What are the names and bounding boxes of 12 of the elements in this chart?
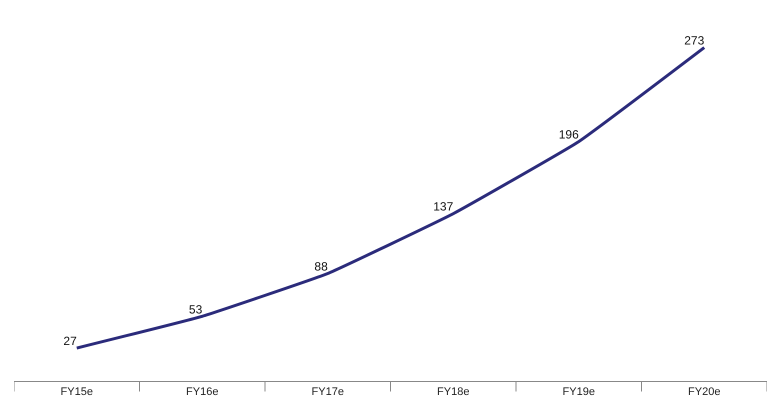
x-tick-label: FY20e <box>688 386 720 398</box>
data-label: 88 <box>314 260 328 274</box>
data-label: 53 <box>188 302 203 316</box>
data-label: 196 <box>558 128 580 142</box>
x-tick-label: FY18e <box>437 386 470 398</box>
x-tick-label: FY16e <box>186 386 218 398</box>
data-label: 273 <box>684 34 705 48</box>
x-tick-label: FY19e <box>562 386 595 398</box>
data-label: 27 <box>63 334 78 348</box>
x-tick-label: FY17e <box>312 386 344 398</box>
x-tick-label: FY15e <box>60 386 93 398</box>
data-label: 137 <box>433 200 454 214</box>
